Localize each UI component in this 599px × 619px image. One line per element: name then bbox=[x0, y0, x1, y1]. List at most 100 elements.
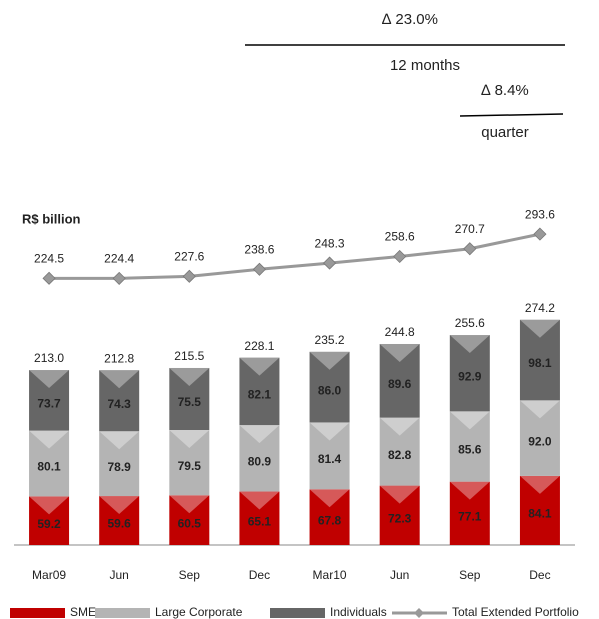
bar-bevel bbox=[169, 495, 210, 514]
annotation-rule bbox=[459, 113, 564, 117]
data-label: 89.6 bbox=[388, 377, 412, 391]
bar-segment bbox=[169, 430, 210, 496]
line-marker bbox=[533, 227, 547, 241]
bar-segment bbox=[29, 430, 70, 497]
x-tick-label: Dec bbox=[249, 568, 270, 582]
total-label: 213.0 bbox=[34, 351, 64, 365]
data-label: 80.9 bbox=[248, 454, 272, 468]
total-label: 235.2 bbox=[315, 333, 345, 347]
data-label: 59.2 bbox=[37, 517, 61, 531]
bar-bevel bbox=[449, 411, 490, 430]
bar-bevel bbox=[519, 400, 560, 419]
line-label: 248.3 bbox=[315, 236, 345, 250]
annotation: 12 months bbox=[390, 57, 460, 74]
x-tick-label: Jun bbox=[110, 568, 129, 582]
bar-segment bbox=[99, 370, 140, 432]
legend-swatch bbox=[414, 608, 424, 618]
total-label: 215.5 bbox=[174, 349, 204, 363]
line-marker bbox=[42, 271, 56, 285]
bar-segment bbox=[379, 417, 420, 486]
bar-segment bbox=[519, 475, 560, 545]
data-label: 79.5 bbox=[178, 459, 202, 473]
bar-segment bbox=[29, 370, 70, 431]
data-label: 72.3 bbox=[388, 511, 412, 525]
bar-bevel bbox=[449, 481, 490, 500]
bar-bevel bbox=[99, 370, 140, 389]
bar-bevel bbox=[449, 335, 490, 354]
line-label: 224.5 bbox=[34, 251, 64, 265]
bar-bevel bbox=[99, 431, 140, 450]
legend-label: SMEs bbox=[70, 605, 102, 619]
data-label: 92.9 bbox=[458, 369, 482, 383]
bar-segment bbox=[379, 343, 420, 418]
total-label: 228.1 bbox=[244, 339, 274, 353]
data-label: 60.5 bbox=[178, 516, 202, 530]
data-label: 84.1 bbox=[528, 507, 552, 521]
data-label: 75.5 bbox=[178, 395, 202, 409]
bar-segment bbox=[239, 357, 280, 426]
legend-label: Individuals bbox=[330, 605, 387, 619]
bar-segment bbox=[309, 489, 350, 545]
unit-label: R$ billion bbox=[22, 211, 81, 226]
bar-bevel bbox=[519, 319, 560, 338]
data-label: 73.7 bbox=[37, 396, 61, 410]
annotation: quarter bbox=[481, 124, 529, 141]
bar-segment bbox=[379, 485, 420, 545]
line-label: 258.6 bbox=[385, 230, 415, 244]
data-label: 67.8 bbox=[318, 513, 342, 527]
bar-bevel bbox=[379, 417, 420, 436]
data-label: 85.6 bbox=[458, 443, 482, 457]
bar-bevel bbox=[239, 357, 280, 376]
data-label: 98.1 bbox=[528, 356, 552, 370]
bar-segment bbox=[449, 411, 490, 482]
x-tick-label: Dec bbox=[529, 568, 550, 582]
annotation: ∆ 23.0% bbox=[382, 11, 438, 28]
bar-segment bbox=[449, 335, 490, 412]
bar-segment bbox=[519, 319, 560, 401]
x-tick-label: Sep bbox=[459, 568, 481, 582]
line-label: 293.6 bbox=[525, 207, 555, 221]
bar-bevel bbox=[169, 367, 210, 386]
data-label: 80.1 bbox=[37, 460, 61, 474]
data-label: 59.6 bbox=[108, 517, 132, 531]
bar-segment bbox=[519, 400, 560, 476]
line-marker bbox=[393, 249, 407, 264]
bar-bevel bbox=[519, 475, 560, 494]
data-label: 74.3 bbox=[108, 397, 132, 411]
line-label: 238.6 bbox=[244, 242, 274, 256]
line-label: 270.7 bbox=[455, 222, 485, 236]
legend-swatch bbox=[10, 608, 65, 618]
bar-segment bbox=[29, 496, 70, 545]
data-label: 81.4 bbox=[318, 452, 342, 466]
bar-bevel bbox=[309, 351, 350, 370]
bar-segment bbox=[449, 481, 490, 545]
bar-segment bbox=[309, 422, 350, 490]
bar-bevel bbox=[379, 485, 420, 504]
line-label: 227.6 bbox=[174, 250, 204, 264]
legend-label: Large Corporate bbox=[155, 605, 243, 619]
bar-bevel bbox=[99, 496, 140, 515]
bar-bevel bbox=[239, 491, 280, 510]
bar-segment bbox=[239, 491, 280, 545]
total-label: 212.8 bbox=[104, 351, 134, 365]
data-label: 77.1 bbox=[458, 510, 482, 524]
bar-segment bbox=[239, 425, 280, 492]
x-tick-label: Mar10 bbox=[313, 568, 347, 582]
line-label: 224.4 bbox=[104, 252, 134, 266]
bar-bevel bbox=[239, 425, 280, 444]
bar-bevel bbox=[309, 489, 350, 508]
bar-segment bbox=[169, 367, 210, 430]
bar-bevel bbox=[379, 343, 420, 362]
line bbox=[49, 232, 541, 280]
annotation: ∆ 8.4% bbox=[481, 82, 529, 99]
data-label: 65.1 bbox=[248, 514, 272, 528]
line-marker bbox=[322, 256, 337, 270]
bar-segment bbox=[169, 495, 210, 545]
x-tick-label: Sep bbox=[179, 568, 201, 582]
legend-swatch bbox=[95, 608, 150, 618]
legend-swatch bbox=[270, 608, 325, 618]
data-label: 78.9 bbox=[108, 460, 132, 474]
x-tick-label: Mar09 bbox=[32, 568, 66, 582]
